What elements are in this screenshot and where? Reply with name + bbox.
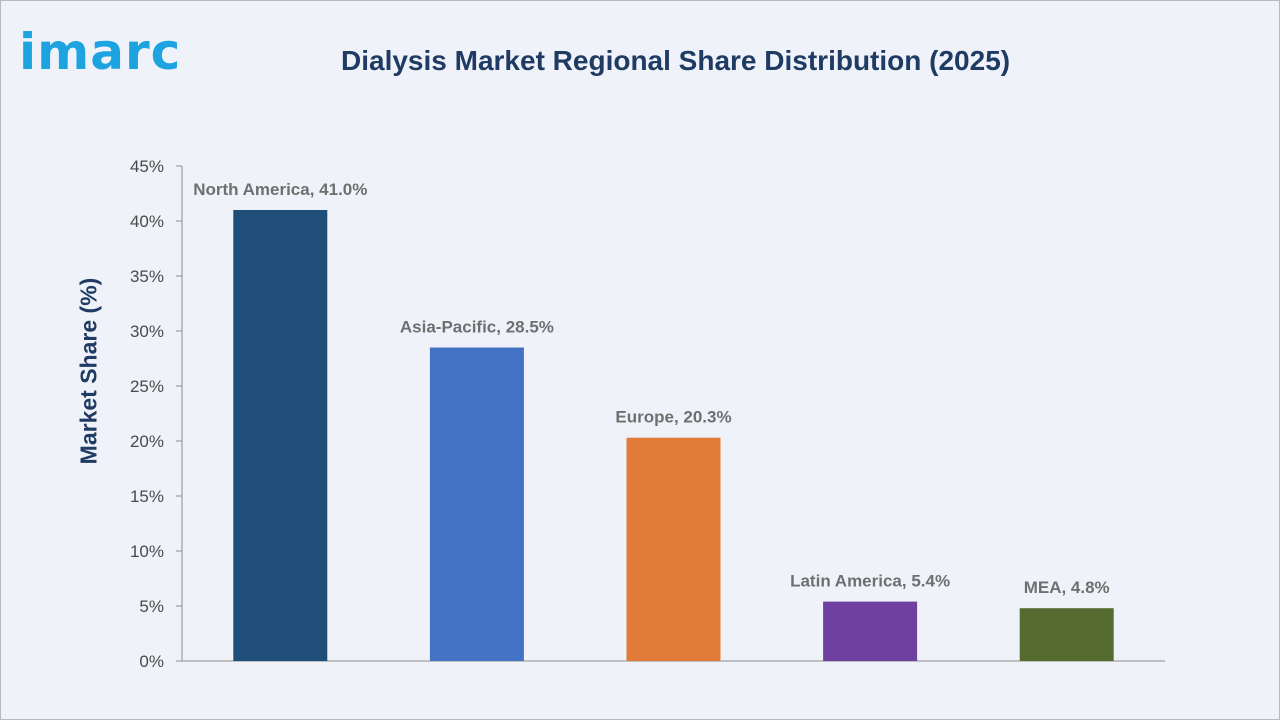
bar — [1019, 608, 1114, 661]
y-tick-label: 15% — [130, 487, 164, 506]
bar-data-label: Asia-Pacific, 28.5% — [400, 318, 554, 337]
y-tick-label: 5% — [139, 597, 164, 616]
y-tick-label: 10% — [130, 542, 164, 561]
y-tick-label: 20% — [130, 432, 164, 451]
y-tick-label: 0% — [139, 652, 164, 671]
bar — [429, 347, 524, 661]
bar — [233, 210, 328, 661]
bar — [626, 437, 721, 661]
bar — [823, 601, 918, 661]
bar-data-label: North America, 41.0% — [193, 180, 367, 199]
y-tick-label: 40% — [130, 212, 164, 231]
imarc-logo: imarc — [19, 23, 182, 81]
y-tick-label: 35% — [130, 267, 164, 286]
bar-data-label: Latin America, 5.4% — [790, 572, 950, 591]
y-tick-label: 25% — [130, 377, 164, 396]
chart-title: Dialysis Market Regional Share Distribut… — [341, 45, 1011, 76]
bar-data-label: MEA, 4.8% — [1024, 578, 1110, 597]
bar-data-label: Europe, 20.3% — [615, 408, 731, 427]
y-tick-label: 30% — [130, 322, 164, 341]
y-tick-label: 45% — [130, 157, 164, 176]
